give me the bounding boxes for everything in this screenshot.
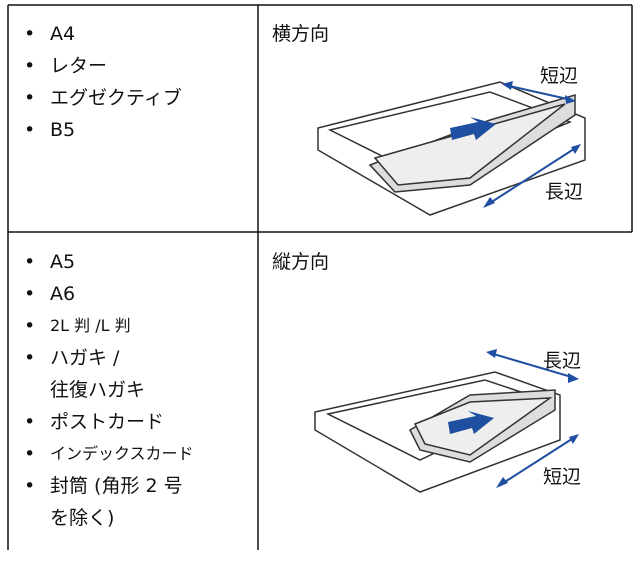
list-item: レター — [50, 55, 108, 77]
list-item: を除く) — [50, 507, 115, 529]
bullet: • — [24, 283, 36, 305]
list-item: インデックスカード — [50, 444, 194, 463]
list-item: 封筒 (角形 2 号 — [50, 475, 183, 497]
list-item: エグゼクティブ — [50, 87, 182, 109]
list-item: ポストカード — [50, 411, 165, 433]
bullet: • — [24, 411, 36, 433]
bullet: • — [24, 475, 36, 497]
list-item: A4 — [50, 23, 76, 45]
long-edge-label: 長辺 — [545, 181, 584, 203]
tray-illustration-portrait — [314, 371, 561, 493]
bullet: • — [24, 315, 36, 337]
orientation-label: 横方向 — [272, 23, 330, 45]
bullet: • — [24, 87, 36, 109]
long-edge-label: 長辺 — [543, 350, 582, 372]
list-item: A6 — [50, 283, 76, 305]
list-item: 2L 判 /L 判 — [50, 316, 131, 335]
bullet: • — [24, 443, 36, 465]
bullet: • — [24, 119, 36, 141]
tray-illustration-landscape — [317, 81, 586, 216]
orientation-label: 縦方向 — [272, 251, 330, 273]
list-item: ハガキ / — [50, 347, 120, 369]
bullet: • — [24, 23, 36, 45]
short-edge-label: 短辺 — [543, 466, 582, 488]
list-item: 往復ハガキ — [50, 379, 146, 401]
bullet: • — [24, 347, 36, 369]
short-edge-label: 短辺 — [540, 65, 579, 87]
list-item: A5 — [50, 251, 76, 273]
list-item: B5 — [50, 119, 76, 141]
bullet: • — [24, 55, 36, 77]
bullet: • — [24, 251, 36, 273]
